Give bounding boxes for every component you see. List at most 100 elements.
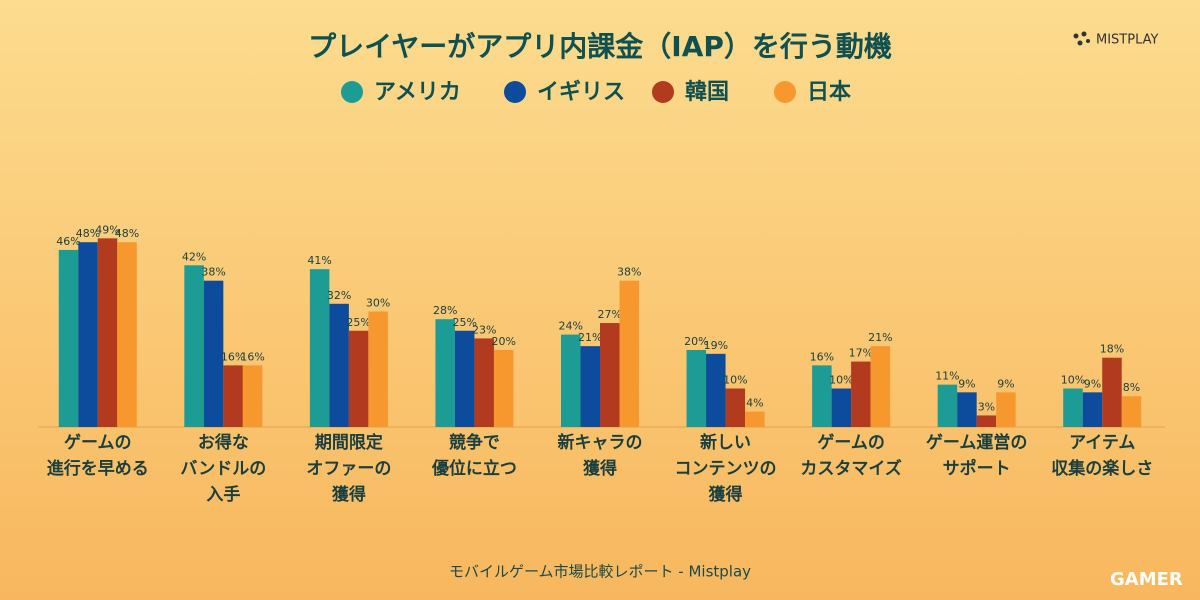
bar — [561, 334, 581, 427]
bar — [368, 311, 388, 427]
bar — [58, 249, 79, 427]
data-label: 19% — [704, 339, 728, 352]
bar — [812, 365, 832, 427]
bar — [619, 280, 639, 427]
legend-label: 韓国 — [685, 79, 729, 105]
logo: MISTPLAY — [1073, 31, 1159, 48]
data-label: 42% — [182, 250, 206, 263]
data-label: 16% — [240, 350, 264, 363]
x-tick-label: 収集の楽しさ — [1051, 458, 1153, 479]
data-label: 41% — [307, 254, 331, 267]
data-label: 10% — [829, 374, 853, 387]
bar — [493, 350, 514, 427]
watermark: GAMER — [1110, 569, 1183, 590]
x-tick-label: サポート — [943, 458, 1011, 479]
data-label: 32% — [327, 289, 351, 302]
data-label: 21% — [868, 331, 892, 344]
x-tick-label: オファーの — [306, 459, 391, 479]
bar — [117, 242, 137, 427]
data-label: 21% — [578, 331, 602, 344]
bar — [348, 330, 369, 427]
data-label: 10% — [723, 374, 747, 387]
data-label: 16% — [810, 350, 834, 363]
x-tick-label: カスタマイズ — [800, 458, 902, 479]
legend-marker — [652, 81, 674, 103]
data-label: 9% — [1084, 377, 1101, 390]
chart-title: プレイヤーがアプリ内課金（IAP）を行う動機 — [308, 30, 892, 63]
data-label: 48% — [76, 227, 100, 240]
bar — [937, 384, 958, 427]
legend-marker — [774, 81, 796, 103]
legend-label: アメリカ — [374, 80, 461, 105]
data-label: 30% — [366, 297, 390, 310]
data-label: 24% — [559, 320, 583, 333]
bar — [976, 415, 997, 427]
data-label: 9% — [958, 377, 975, 390]
bar — [184, 265, 204, 427]
x-tick-label: 新しい — [700, 432, 751, 453]
x-tick-label: ゲームの — [817, 432, 885, 453]
bar — [957, 392, 977, 427]
bar — [78, 242, 98, 427]
data-label: 25% — [452, 316, 476, 329]
data-label: 23% — [472, 323, 496, 336]
bar — [435, 319, 455, 427]
data-label: 3% — [978, 400, 995, 413]
bar — [97, 238, 118, 427]
x-tick-label: 獲得 — [583, 458, 617, 479]
bar — [851, 361, 871, 427]
bar — [203, 280, 224, 427]
data-label: 9% — [997, 377, 1014, 390]
data-label: 17% — [849, 347, 873, 360]
data-label: 46% — [56, 235, 80, 248]
x-tick-label: 進行を早める — [47, 458, 149, 479]
legend-marker — [341, 81, 363, 103]
x-tick-label: ゲームの — [64, 432, 132, 453]
data-label: 20% — [491, 335, 515, 348]
bar — [1063, 388, 1083, 427]
data-label: 25% — [346, 316, 370, 329]
bar — [1082, 392, 1103, 427]
data-label: 11% — [935, 370, 959, 383]
x-tick-label: 獲得 — [332, 484, 366, 505]
bar — [309, 269, 330, 427]
bar — [745, 411, 765, 427]
x-tick-label: コンテンツの — [675, 459, 777, 479]
data-label: 48% — [115, 227, 139, 240]
bar — [996, 392, 1016, 427]
x-tick-label: 優位に立つ — [431, 458, 517, 479]
x-tick-label: ゲーム運営の — [926, 432, 1028, 453]
bar — [1121, 396, 1142, 427]
x-tick-label: アイテム — [1069, 433, 1135, 453]
data-label: 18% — [1100, 343, 1124, 356]
bar — [686, 350, 707, 427]
data-label: 28% — [433, 304, 457, 317]
x-tick-label: 入手 — [206, 484, 240, 505]
data-label: 20% — [684, 335, 708, 348]
x-tick-label: 獲得 — [709, 484, 743, 505]
data-label: 10% — [1061, 374, 1085, 387]
bar — [725, 388, 746, 427]
data-label: 4% — [746, 397, 763, 410]
bar — [706, 353, 726, 427]
logo-text: MISTPLAY — [1096, 33, 1159, 48]
data-label: 27% — [598, 308, 622, 321]
x-tick-label: 期間限定 — [315, 432, 383, 453]
x-tick-label: バンドルの — [180, 459, 266, 479]
data-label: 8% — [1123, 381, 1140, 394]
bar — [831, 388, 852, 427]
bar — [223, 365, 243, 427]
bar — [600, 323, 620, 427]
legend-label: 日本 — [807, 80, 851, 105]
legend-label: イギリス — [537, 80, 625, 105]
bar — [580, 346, 600, 427]
data-label: 38% — [201, 266, 225, 279]
x-tick-label: お得な — [198, 432, 249, 453]
bar — [329, 303, 349, 427]
x-tick-label: 新キャラの — [558, 432, 643, 453]
bar — [242, 365, 263, 427]
bar — [1102, 357, 1122, 427]
data-label: 49% — [95, 223, 119, 236]
footer: モバイルゲーム市場比較レポート - Mistplay — [449, 563, 751, 581]
